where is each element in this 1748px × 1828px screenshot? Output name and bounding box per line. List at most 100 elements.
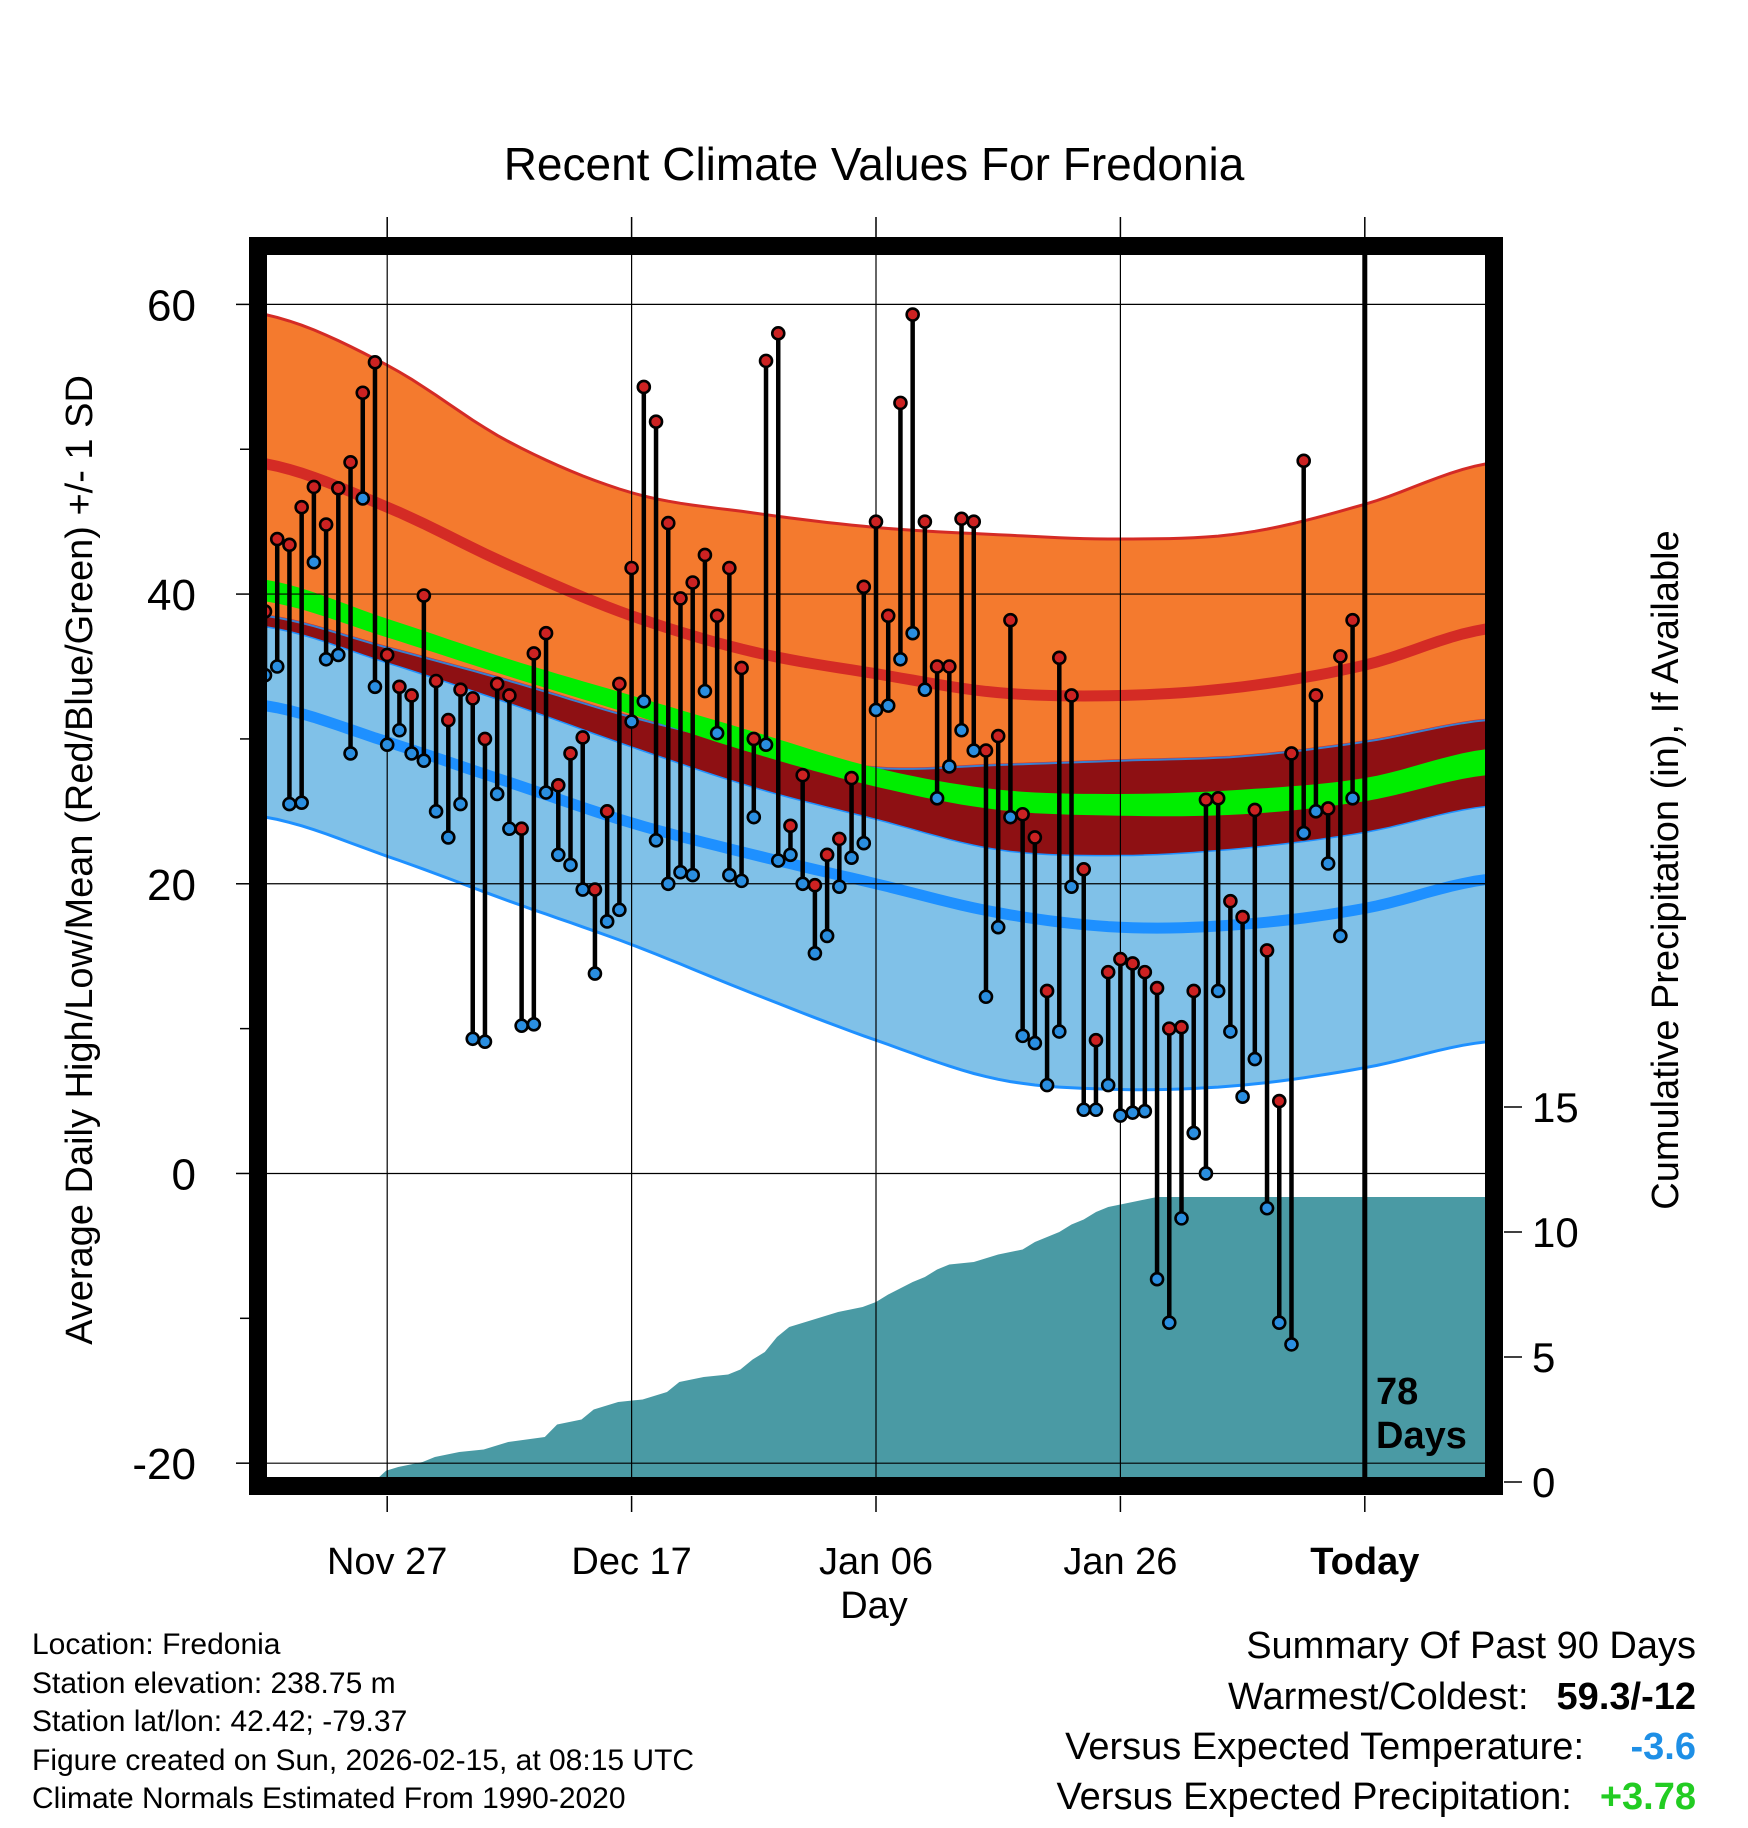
observed-low-point: [709, 725, 725, 741]
observed-low-point: [489, 786, 505, 802]
observed-high-point: [978, 743, 994, 758]
y2-tick-label: 0: [1532, 1459, 1555, 1506]
observed-high-point: [1027, 830, 1043, 845]
observed-high-point: [722, 560, 737, 576]
observed-high-point: [428, 673, 444, 689]
observed-low-point: [770, 853, 786, 868]
observed-low-point: [868, 702, 884, 718]
temperature-departure-label: Versus Expected Temperature:: [1065, 1726, 1584, 1768]
today-annotation-days: Days: [1376, 1415, 1467, 1457]
observed-high-point: [343, 454, 358, 470]
observed-high-point: [1308, 688, 1324, 703]
observed-high-point: [1149, 980, 1165, 996]
observed-high-point: [1125, 956, 1140, 971]
observed-low-point: [697, 683, 713, 699]
observed-low-point: [1161, 1315, 1177, 1330]
observed-low-point: [929, 791, 945, 806]
observed-low-point: [355, 491, 371, 506]
precipitation-departure-value: +3.78: [1599, 1776, 1696, 1818]
observed-low-point: [942, 759, 957, 774]
axes: -20 0 20 40 60 Nov 27 Dec 17 Jan 06 Jan 26 Today 0…: [132, 217, 1579, 1583]
x-tick-label: Jan 06: [819, 1541, 933, 1583]
observed-low-point: [514, 1018, 529, 1034]
observed-low-point: [1174, 1211, 1189, 1226]
observed-high-point: [1076, 861, 1092, 877]
observed-low-point: [563, 857, 578, 873]
observed-low-point: [783, 847, 798, 863]
observed-high-point: [1113, 951, 1128, 967]
observed-low-point: [917, 682, 933, 697]
observed-high-point: [392, 679, 407, 695]
observed-low-point: [1308, 804, 1324, 819]
temperature-departure-value: -3.6: [1630, 1726, 1696, 1768]
observed-high-point: [844, 770, 859, 786]
observed-low-point: [1137, 1103, 1153, 1119]
observed-low-point: [1064, 879, 1079, 894]
observed-high-point: [1015, 806, 1030, 822]
observed-high-point: [758, 353, 774, 369]
observed-high-point: [416, 588, 432, 603]
observed-low-point: [1259, 1200, 1275, 1216]
observed-high-point: [1333, 649, 1348, 664]
observed-high-point: [1064, 688, 1079, 703]
summary-warmest-coldest: Warmest/Coldest: 59.3/-12: [1056, 1672, 1696, 1722]
observed-low-point: [1198, 1166, 1214, 1181]
observed-low-point: [844, 850, 859, 866]
observed-low-point: [624, 714, 639, 729]
observed-high-point: [1174, 1019, 1189, 1035]
station-latlon: Station lat/lon: 42.42; -79.37: [32, 1705, 408, 1738]
observed-low-point: [1076, 1102, 1092, 1118]
observed-low-point: [587, 966, 603, 981]
observed-high-point: [1247, 802, 1263, 818]
observed-high-point: [697, 547, 713, 563]
observed-low-point: [428, 804, 444, 819]
observed-high-point: [1088, 1032, 1104, 1048]
observed-high-point: [990, 728, 1006, 744]
warmest-coldest-label: Warmest/Coldest:: [1227, 1676, 1529, 1718]
observed-high-point: [1198, 792, 1214, 808]
observed-high-point: [1223, 893, 1238, 909]
observed-low-point: [306, 554, 322, 570]
y2-axis-label: Cumulative Precipitation (in), If Availa…: [1645, 530, 1687, 1209]
observed-low-point: [1052, 1024, 1067, 1039]
observed-low-point: [893, 651, 908, 667]
station-info: Location: Fredonia Station elevation: 23…: [32, 1626, 694, 1819]
x-tick-label: Jan 26: [1063, 1541, 1177, 1583]
observed-high-point: [807, 877, 823, 893]
observed-high-point: [1052, 650, 1067, 666]
observed-high-point: [514, 821, 529, 837]
observed-low-point: [1039, 1077, 1055, 1093]
observed-high-point: [856, 579, 872, 595]
observed-high-point: [306, 479, 322, 495]
y2-tick-label: 5: [1532, 1334, 1555, 1381]
observed-high-point: [489, 676, 505, 692]
observed-low-point: [832, 879, 847, 894]
observed-low-point: [1247, 1051, 1263, 1067]
observed-high-point: [795, 767, 810, 783]
observed-high-point: [1235, 909, 1250, 925]
observed-low-point: [502, 821, 517, 837]
observed-low-point: [379, 737, 395, 753]
observed-high-point: [917, 514, 933, 529]
y-tick-label: 0: [172, 1150, 196, 1199]
observed-low-point: [1100, 1077, 1116, 1093]
observed-high-point: [624, 560, 639, 576]
observed-high-point: [893, 395, 908, 411]
warmest-coldest-value: 59.3/-12: [1556, 1676, 1696, 1718]
observed-low-point: [954, 722, 969, 738]
observed-low-point: [538, 785, 554, 800]
observed-low-point: [1296, 825, 1311, 841]
observed-high-point: [355, 385, 371, 401]
observed-low-point: [1284, 1337, 1299, 1352]
precipitation-departure-label: Versus Expected Precipitation:: [1056, 1776, 1572, 1818]
observed-low-point: [1210, 983, 1226, 999]
observed-high-point: [1039, 983, 1055, 999]
observed-low-point: [1149, 1271, 1165, 1287]
observed-high-point: [465, 691, 481, 706]
observed-high-point: [502, 688, 517, 703]
observed-low-point: [660, 876, 676, 892]
x-tick-label: Today: [1310, 1541, 1419, 1583]
observed-low-point: [282, 796, 297, 812]
observed-low-point: [746, 809, 762, 825]
observed-low-point: [685, 867, 701, 883]
